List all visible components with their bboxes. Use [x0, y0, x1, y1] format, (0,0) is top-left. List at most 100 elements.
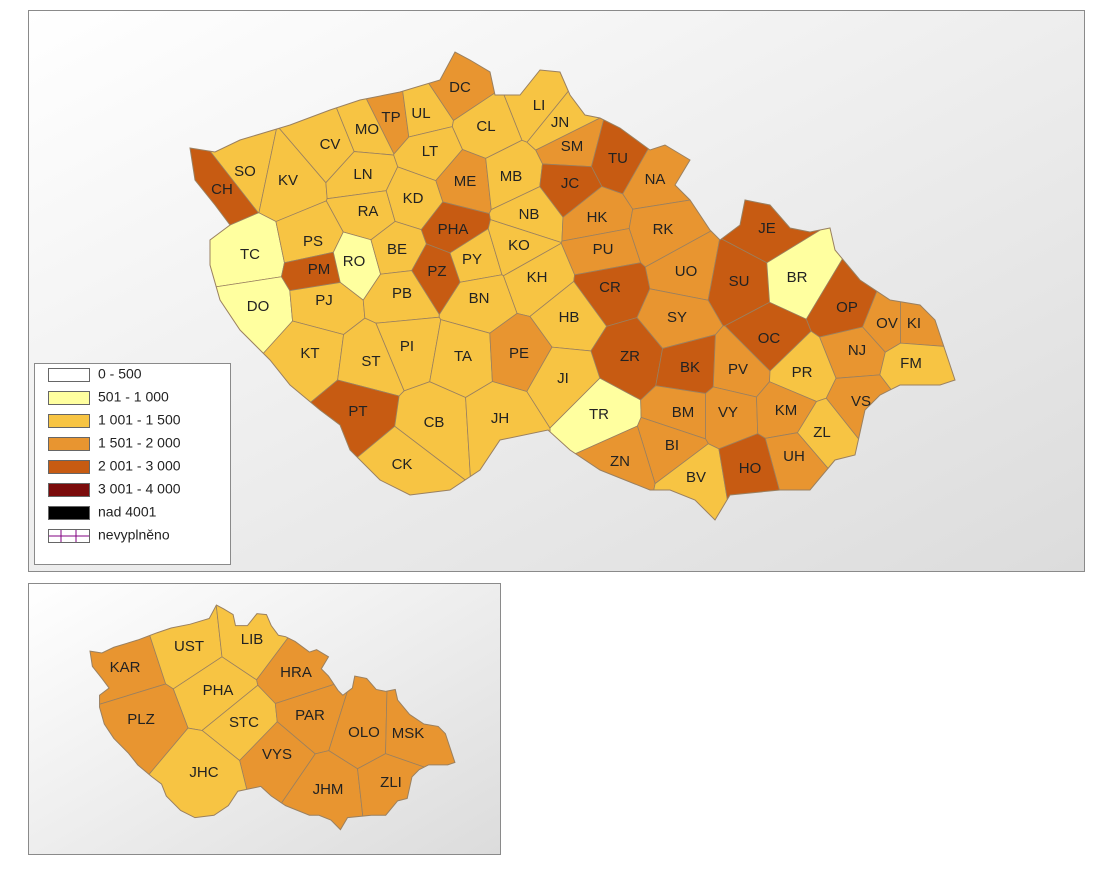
- district-label: KT: [300, 345, 319, 362]
- legend-label: 3 001 - 4 000: [98, 481, 181, 497]
- district-label: DC: [449, 79, 471, 96]
- district-label: PT: [348, 403, 367, 420]
- region-label: VYS: [262, 746, 292, 763]
- district-label: JN: [551, 114, 569, 131]
- district-label: PV: [728, 361, 748, 378]
- district-label: TC: [240, 246, 260, 263]
- district-label: BV: [686, 469, 706, 486]
- legend-swatch: [49, 438, 90, 451]
- district-label: LN: [353, 166, 372, 183]
- legend-swatch: [49, 461, 90, 474]
- district-label: OP: [836, 299, 858, 316]
- district-label: ZR: [620, 348, 640, 365]
- district-label: SM: [561, 138, 584, 155]
- district-label: KO: [508, 237, 530, 254]
- district-label: TP: [381, 109, 400, 126]
- district-label: DO: [247, 298, 270, 315]
- region-label: ZLI: [380, 774, 402, 791]
- region-label: STC: [229, 714, 259, 731]
- district-label: RO: [343, 253, 366, 270]
- district-label: BE: [387, 241, 407, 258]
- legend-label: nad 4001: [98, 504, 157, 520]
- district-label: VY: [718, 404, 738, 421]
- district-label: KI: [907, 315, 921, 332]
- region-label: PLZ: [127, 711, 155, 728]
- district-label: KV: [278, 172, 298, 189]
- district-label: RK: [653, 221, 674, 238]
- district-label: PR: [792, 364, 813, 381]
- legend-swatch: [49, 369, 90, 382]
- region-label: KAR: [110, 659, 141, 676]
- district-label: TA: [454, 348, 472, 365]
- district-label: LT: [422, 143, 438, 160]
- legend-label: 1 501 - 2 000: [98, 435, 181, 451]
- district-label: KM: [775, 402, 798, 419]
- district-label: CK: [392, 456, 413, 473]
- district-label: CB: [424, 414, 445, 431]
- district-label: BN: [469, 290, 490, 307]
- district-label: NB: [519, 206, 540, 223]
- district-label: PU: [593, 241, 614, 258]
- district-label: BK: [680, 359, 700, 376]
- district-label: JH: [491, 410, 509, 427]
- region-label: HRA: [280, 664, 312, 681]
- district-label: MB: [500, 168, 523, 185]
- district-label: SO: [234, 163, 256, 180]
- district-label: ST: [361, 353, 380, 370]
- district-label: OC: [758, 330, 781, 347]
- district-label: JI: [557, 370, 569, 387]
- region-label: PAR: [295, 707, 325, 724]
- district-label: RA: [358, 203, 379, 220]
- district-label: NA: [645, 171, 666, 188]
- district-label: SY: [667, 309, 687, 326]
- district-label: TU: [608, 150, 628, 167]
- district-label: KH: [527, 269, 548, 286]
- region-label: JHM: [313, 781, 344, 798]
- district-label: HB: [559, 309, 580, 326]
- district-label: NJ: [848, 342, 866, 359]
- district-label: CH: [211, 181, 233, 198]
- district-label: PB: [392, 285, 412, 302]
- legend-label: 1 001 - 1 500: [98, 412, 181, 428]
- district-label: HK: [587, 209, 608, 226]
- legend-label: 501 - 1 000: [98, 389, 169, 405]
- district-label: ME: [454, 173, 477, 190]
- district-label: PHA: [438, 221, 469, 238]
- district-label: UO: [675, 263, 698, 280]
- district-label: UH: [783, 448, 805, 465]
- district-label: SU: [729, 273, 750, 290]
- legend-swatch: [49, 415, 90, 428]
- legend-swatch: [49, 392, 90, 405]
- district-label: KD: [403, 190, 424, 207]
- district-label: PS: [303, 233, 323, 250]
- region-label: JHC: [189, 764, 218, 781]
- district-label: CL: [476, 118, 495, 135]
- district-label: TR: [589, 406, 609, 423]
- district-label: FM: [900, 355, 922, 372]
- district-label: PM: [308, 261, 331, 278]
- district-label: BR: [787, 269, 808, 286]
- region-label: OLO: [348, 724, 380, 741]
- district-label: CR: [599, 279, 621, 296]
- district-label: JC: [561, 175, 580, 192]
- district-label: CV: [320, 136, 341, 153]
- region-label: PHA: [203, 682, 234, 699]
- district-label: UL: [411, 105, 430, 122]
- district-label: PZ: [427, 263, 446, 280]
- region-label: UST: [174, 638, 204, 655]
- district-label: BI: [665, 437, 679, 454]
- district-label: PE: [509, 345, 529, 362]
- district-label: VS: [851, 393, 871, 410]
- district-label: OV: [876, 315, 898, 332]
- district-label: ZN: [610, 453, 630, 470]
- legend-label: 2 001 - 3 000: [98, 458, 181, 474]
- district-label: HO: [739, 460, 762, 477]
- district-label: PJ: [315, 292, 333, 309]
- legend-swatch: [49, 507, 90, 520]
- district-label: MO: [355, 121, 379, 138]
- district-label: JE: [758, 220, 776, 237]
- district-label: LI: [533, 97, 546, 114]
